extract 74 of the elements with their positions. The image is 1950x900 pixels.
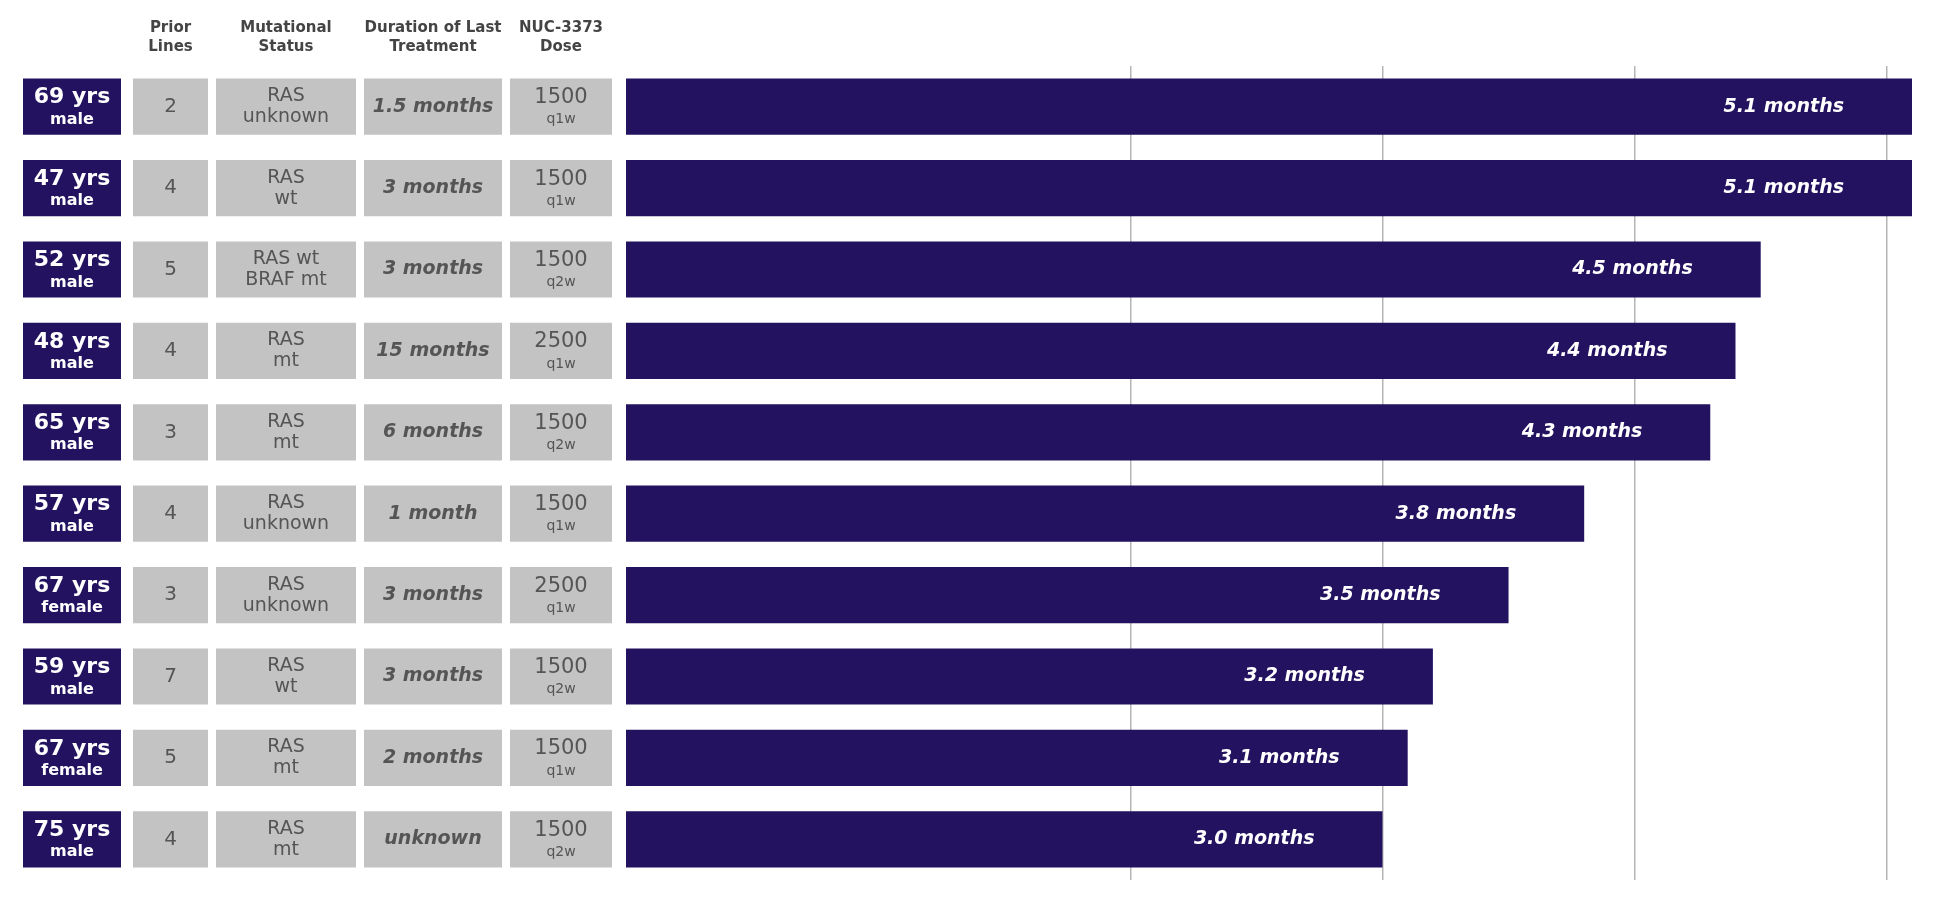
bar: [626, 322, 1736, 379]
bar: [626, 811, 1383, 868]
text: RAS wt BRAF mt: [245, 245, 327, 289]
text: 3: [164, 581, 177, 606]
text: 1500 q2w: [534, 409, 588, 452]
text: 1500 q1w: [534, 491, 588, 534]
bar: [626, 567, 1509, 624]
data-label: 4.3 months: [1520, 419, 1643, 442]
text: 3: [164, 418, 177, 443]
bar: [626, 160, 1912, 217]
text: 2500 q1w: [534, 572, 588, 615]
text: 3 months: [382, 582, 484, 605]
text: 1500 q2w: [534, 653, 588, 697]
data-label: 5.1 months: [1723, 175, 1844, 198]
y-tick-label: 75 yrs male: [33, 816, 111, 861]
y-tick-label: 69 yrs male: [33, 83, 111, 128]
data-label: 3.1 months: [1219, 744, 1340, 767]
text: RAS mt: [267, 408, 305, 452]
y-tick-label: 67 yrs female: [33, 734, 111, 780]
text: 2500 q1w: [534, 328, 588, 371]
text: 6 months: [382, 419, 484, 442]
text: RAS wt: [267, 164, 305, 208]
text: unknown: [384, 826, 482, 849]
text: Prior Lines: [148, 17, 193, 55]
text: 3 months: [382, 663, 484, 686]
text: 2 months: [382, 744, 484, 767]
text: RAS unknown: [242, 571, 330, 615]
text: RAS mt: [267, 734, 305, 778]
text: RAS mt: [267, 327, 305, 371]
text: 4: [164, 337, 177, 362]
bar: [626, 485, 1585, 542]
text: 1500 q2w: [534, 816, 588, 859]
text: 5: [164, 255, 177, 280]
text: 3 months: [382, 175, 484, 198]
data-label: 4.5 months: [1571, 256, 1693, 279]
data-label: 4.4 months: [1545, 337, 1668, 360]
y-tick-label: 47 yrs male: [33, 164, 111, 210]
text: RAS wt: [267, 652, 305, 696]
data-label: 3.8 months: [1395, 500, 1517, 523]
text: 1.5 months: [372, 93, 494, 116]
y-tick-label: 65 yrs male: [33, 409, 111, 454]
text: 5: [164, 744, 177, 769]
text: 7: [164, 662, 177, 687]
bar: [626, 78, 1912, 135]
text: 3 months: [382, 256, 484, 279]
text: 1 month: [388, 500, 478, 523]
text: 1500 q1w: [534, 165, 588, 208]
text: Mutational Status: [240, 17, 332, 55]
bar: [626, 404, 1711, 461]
y-tick-label: 48 yrs male: [33, 327, 111, 373]
text: 1500 q1w: [534, 84, 588, 127]
text: NUC-3373 Dose: [518, 17, 604, 55]
text: RAS unknown: [242, 83, 330, 127]
text: 15 months: [376, 337, 490, 360]
y-tick-label: 57 yrs male: [33, 490, 111, 535]
text: Duration of Last Treatment: [364, 17, 502, 55]
text: 2: [164, 92, 177, 117]
data-label: 3.0 months: [1193, 826, 1315, 849]
text: RAS mt: [267, 815, 305, 859]
data-label: 3.2 months: [1244, 663, 1365, 686]
text: 4: [164, 825, 177, 850]
text: 1500 q2w: [534, 246, 588, 290]
text: 1500 q1w: [534, 735, 588, 778]
y-tick-label: 67 yrs female: [33, 571, 111, 617]
data-label: 5.1 months: [1723, 93, 1844, 116]
text: RAS unknown: [242, 490, 330, 534]
y-tick-label: 52 yrs male: [33, 246, 111, 291]
text: 4: [164, 174, 177, 199]
y-tick-label: 59 yrs male: [33, 653, 111, 698]
text: 4: [164, 499, 177, 524]
bar: [626, 241, 1761, 298]
data-label: 3.5 months: [1319, 582, 1441, 605]
bar: [626, 729, 1408, 786]
bar: [626, 648, 1433, 705]
